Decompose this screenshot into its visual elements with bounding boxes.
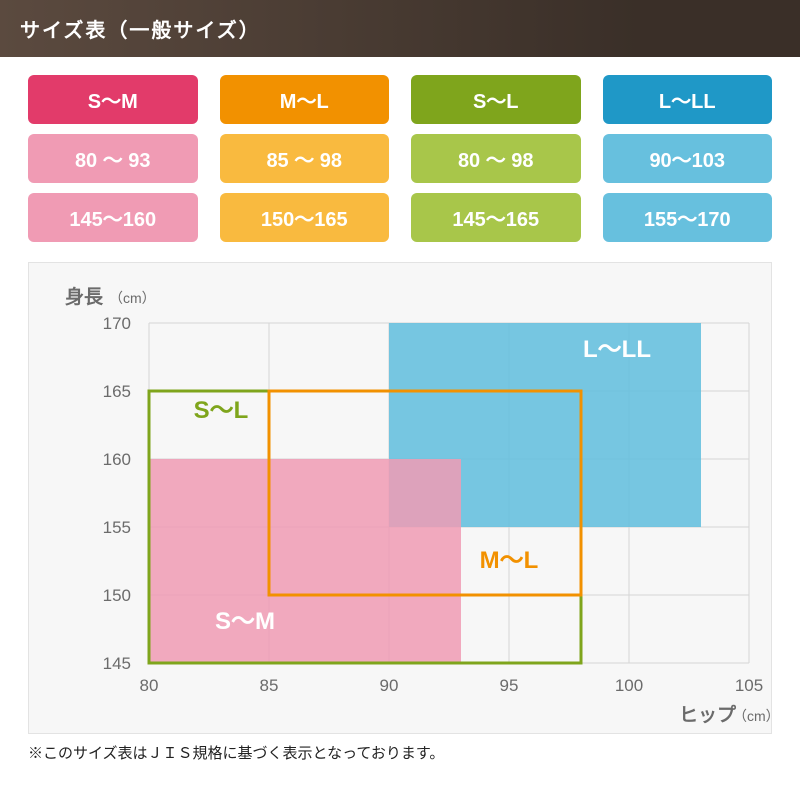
size-table: S～M M～L S～L L～LL 80 ～ 93 85 ～ 98 80 ～ 98 90～10… xyxy=(0,57,800,252)
page-title: サイズ表（一般サイズ） xyxy=(20,20,261,42)
size-table-row-height: 145～160 150～165 145～165 155～170 xyxy=(28,193,772,242)
page-header: サイズ表（一般サイズ） xyxy=(0,0,800,57)
svg-text:ヒップ: ヒップ xyxy=(679,703,737,726)
size-chart-svg: 80859095100105145150155160165170身長（cm）ヒッ… xyxy=(29,263,773,735)
size-table-row-hip: 80 ～ 93 85 ～ 98 80 ～ 98 90～103 xyxy=(28,134,772,183)
svg-text:100: 100 xyxy=(615,676,643,695)
svg-text:80: 80 xyxy=(140,676,159,695)
footnote-text: ※このサイズ表はＪＩＳ規格に基づく表示となっております。 xyxy=(28,745,444,762)
region-pink-fill xyxy=(149,459,461,663)
svg-text:105: 105 xyxy=(735,676,763,695)
size-col-header-ml: M～L xyxy=(220,75,390,124)
svg-text:170: 170 xyxy=(103,314,131,333)
size-col-height-sl: 145～165 xyxy=(411,193,581,242)
size-table-header-row: S～M M～L S～L L～LL xyxy=(28,75,772,124)
region-label-blue-fill: L～LL xyxy=(583,336,651,363)
svg-text:95: 95 xyxy=(500,676,519,695)
size-col-hip-sl: 80 ～ 98 xyxy=(411,134,581,183)
size-col-height-lll: 155～170 xyxy=(603,193,773,242)
size-col-header-sl: S～L xyxy=(411,75,581,124)
svg-text:145: 145 xyxy=(103,654,131,673)
svg-text:（cm）: （cm） xyxy=(109,290,156,306)
svg-text:身長: 身長 xyxy=(65,285,104,308)
svg-text:（cm）: （cm） xyxy=(733,708,773,724)
size-col-hip-sm: 80 ～ 93 xyxy=(28,134,198,183)
svg-text:90: 90 xyxy=(380,676,399,695)
svg-text:155: 155 xyxy=(103,518,131,537)
region-label-green-outline: S～L xyxy=(194,397,249,424)
size-col-hip-lll: 90～103 xyxy=(603,134,773,183)
size-chart: 80859095100105145150155160165170身長（cm）ヒッ… xyxy=(28,262,772,734)
svg-text:165: 165 xyxy=(103,382,131,401)
size-col-height-sm: 145～160 xyxy=(28,193,198,242)
svg-text:85: 85 xyxy=(260,676,279,695)
region-label-orange-outline: M～L xyxy=(480,547,539,574)
svg-text:150: 150 xyxy=(103,586,131,605)
size-col-hip-ml: 85 ～ 98 xyxy=(220,134,390,183)
svg-text:160: 160 xyxy=(103,450,131,469)
size-col-height-ml: 150～165 xyxy=(220,193,390,242)
size-col-header-lll: L～LL xyxy=(603,75,773,124)
footnote: ※このサイズ表はＪＩＳ規格に基づく表示となっております。 xyxy=(0,734,800,779)
size-col-header-sm: S～M xyxy=(28,75,198,124)
region-label-pink-fill: S～M xyxy=(215,608,275,635)
